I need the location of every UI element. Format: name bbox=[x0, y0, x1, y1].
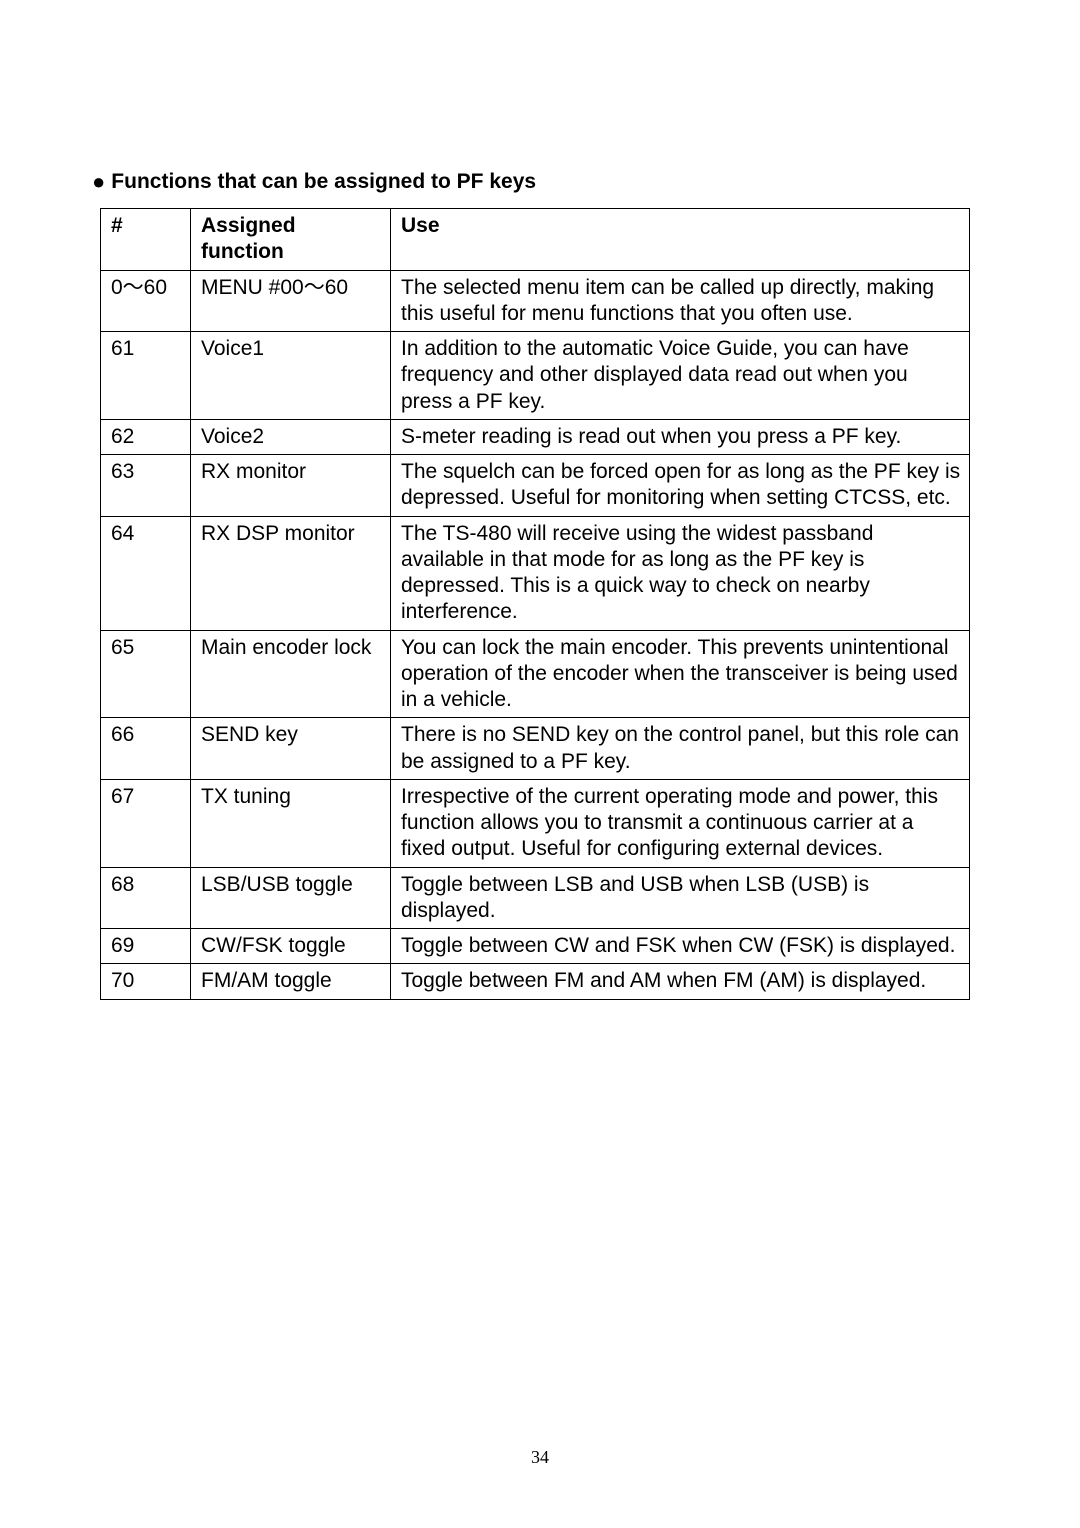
cell-func: Voice2 bbox=[191, 419, 391, 454]
cell-num: 61 bbox=[101, 332, 191, 420]
cell-use: The squelch can be forced open for as lo… bbox=[391, 455, 970, 517]
table-row: 0～60MENU #00～60The selected menu item ca… bbox=[101, 270, 970, 332]
document-page: ● Functions that can be assigned to PF k… bbox=[0, 0, 1080, 1528]
table-row: 62Voice2S-meter reading is read out when… bbox=[101, 419, 970, 454]
cell-func: RX DSP monitor bbox=[191, 516, 391, 630]
table-row: 64RX DSP monitorThe TS-480 will receive … bbox=[101, 516, 970, 630]
cell-num: 62 bbox=[101, 419, 191, 454]
cell-num: 65 bbox=[101, 630, 191, 718]
cell-use: There is no SEND key on the control pane… bbox=[391, 718, 970, 780]
cell-use: Toggle between CW and FSK when CW (FSK) … bbox=[391, 929, 970, 964]
section-heading-row: ● Functions that can be assigned to PF k… bbox=[92, 170, 970, 194]
header-func: Assigned function bbox=[191, 209, 391, 271]
cell-func: FM/AM toggle bbox=[191, 964, 391, 999]
header-use: Use bbox=[391, 209, 970, 271]
cell-num: 0～60 bbox=[101, 270, 191, 332]
table-row: 69CW/FSK toggleToggle between CW and FSK… bbox=[101, 929, 970, 964]
cell-use: Toggle between FM and AM when FM (AM) is… bbox=[391, 964, 970, 999]
bullet-icon: ● bbox=[92, 171, 105, 193]
cell-use: Irrespective of the current operating mo… bbox=[391, 779, 970, 867]
cell-func: TX tuning bbox=[191, 779, 391, 867]
header-num: # bbox=[101, 209, 191, 271]
cell-func: MENU #00～60 bbox=[191, 270, 391, 332]
table-header-row: # Assigned function Use bbox=[101, 209, 970, 271]
cell-use: In addition to the automatic Voice Guide… bbox=[391, 332, 970, 420]
table-row: 70FM/AM toggleToggle between FM and AM w… bbox=[101, 964, 970, 999]
cell-num: 68 bbox=[101, 867, 191, 929]
section-heading: Functions that can be assigned to PF key… bbox=[111, 170, 536, 194]
cell-num: 64 bbox=[101, 516, 191, 630]
cell-num: 67 bbox=[101, 779, 191, 867]
table-row: 66SEND keyThere is no SEND key on the co… bbox=[101, 718, 970, 780]
cell-num: 70 bbox=[101, 964, 191, 999]
cell-func: RX monitor bbox=[191, 455, 391, 517]
table-row: 68LSB/USB toggleToggle between LSB and U… bbox=[101, 867, 970, 929]
table-row: 63RX monitorThe squelch can be forced op… bbox=[101, 455, 970, 517]
cell-num: 63 bbox=[101, 455, 191, 517]
cell-use: Toggle between LSB and USB when LSB (USB… bbox=[391, 867, 970, 929]
pf-functions-table: # Assigned function Use 0～60MENU #00～60T… bbox=[100, 208, 970, 1000]
table-row: 67TX tuningIrrespective of the current o… bbox=[101, 779, 970, 867]
cell-func: CW/FSK toggle bbox=[191, 929, 391, 964]
cell-func: LSB/USB toggle bbox=[191, 867, 391, 929]
cell-func: SEND key bbox=[191, 718, 391, 780]
table-row: 65Main encoder lockYou can lock the main… bbox=[101, 630, 970, 718]
cell-func: Voice1 bbox=[191, 332, 391, 420]
page-number: 34 bbox=[0, 1447, 1080, 1468]
table-row: 61Voice1In addition to the automatic Voi… bbox=[101, 332, 970, 420]
cell-use: The selected menu item can be called up … bbox=[391, 270, 970, 332]
cell-use: The TS-480 will receive using the widest… bbox=[391, 516, 970, 630]
cell-func: Main encoder lock bbox=[191, 630, 391, 718]
cell-num: 69 bbox=[101, 929, 191, 964]
cell-use: You can lock the main encoder. This prev… bbox=[391, 630, 970, 718]
cell-use: S-meter reading is read out when you pre… bbox=[391, 419, 970, 454]
cell-num: 66 bbox=[101, 718, 191, 780]
